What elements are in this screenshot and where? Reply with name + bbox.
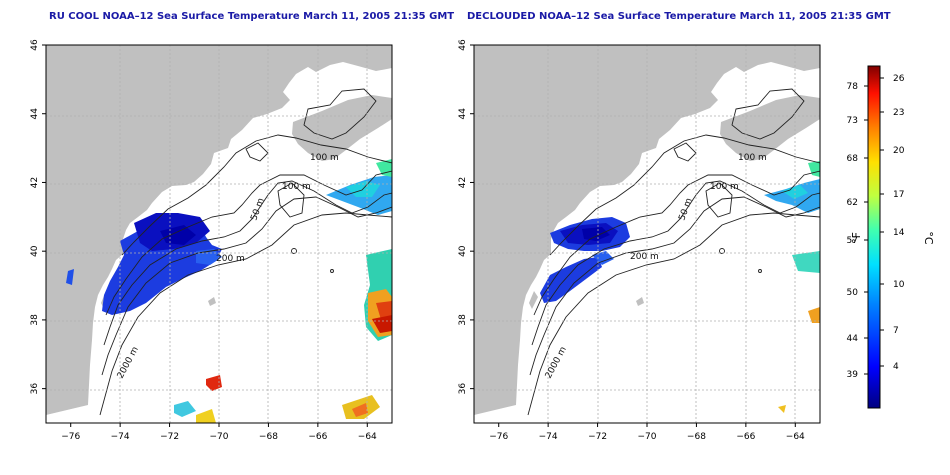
lon-tick-label: −70 bbox=[210, 432, 229, 442]
lon-tick-label: −76 bbox=[61, 432, 80, 442]
celsius-tick-label: 14 bbox=[893, 228, 905, 238]
left-panel-title: RU COOL NOAA–12 Sea Surface Temperature … bbox=[49, 11, 455, 22]
lat-tick-label: 44 bbox=[30, 108, 40, 120]
colorbar-ticks: 78 73 68 62 57 50 44 39 26 23 20 17 14 10 7 4 bbox=[847, 74, 905, 380]
left-axes: −76 −74 −72 −70 −68 −66 −64 36 38 40 42 44 46 bbox=[30, 39, 377, 442]
lat-tick-label: 40 bbox=[458, 245, 468, 257]
lat-tick-label: 40 bbox=[30, 245, 40, 257]
lon-tick-label: −68 bbox=[259, 432, 278, 442]
lon-tick-label: −66 bbox=[308, 432, 327, 442]
lon-tick-label: −74 bbox=[111, 432, 130, 442]
lat-tick-label: 36 bbox=[30, 383, 40, 395]
fahrenheit-tick-label: 57 bbox=[847, 236, 858, 246]
celsius-tick-label: 26 bbox=[893, 74, 905, 84]
left-map-panel: 100 m 100 m 50 m 200 m 2000 m bbox=[45, 44, 393, 424]
celsius-tick-label: 4 bbox=[893, 362, 899, 372]
fahrenheit-label: °F bbox=[850, 232, 863, 244]
grid-lines bbox=[474, 45, 820, 423]
lat-tick-label: 38 bbox=[30, 314, 40, 326]
celsius-tick-label: 7 bbox=[893, 326, 899, 336]
fahrenheit-tick-label: 44 bbox=[847, 334, 859, 344]
celsius-tick-label: 23 bbox=[893, 108, 904, 118]
celsius-label: °C bbox=[922, 231, 935, 245]
lat-tick-label: 46 bbox=[30, 39, 40, 51]
lon-tick-label: −64 bbox=[358, 432, 377, 442]
fahrenheit-tick-label: 50 bbox=[847, 288, 859, 298]
colorbar: °F °C 78 73 68 62 57 50 44 39 26 23 20 17 14 10 7 4 bbox=[847, 65, 935, 409]
right-map-panel: 100 m 100 m 50 m 200 m 2000 m bbox=[473, 44, 821, 424]
celsius-tick-label: 17 bbox=[893, 190, 904, 200]
lon-tick-label: −68 bbox=[687, 432, 706, 442]
lon-tick-label: −70 bbox=[638, 432, 657, 442]
lat-tick-label: 36 bbox=[458, 383, 468, 395]
fahrenheit-tick-label: 73 bbox=[847, 116, 858, 126]
contour-label: 200 m bbox=[216, 254, 245, 264]
contour-label: 100 m bbox=[282, 182, 311, 192]
colorbar-gradient bbox=[867, 65, 881, 409]
lat-tick-label: 42 bbox=[458, 177, 468, 188]
celsius-tick-label: 20 bbox=[893, 146, 905, 156]
lon-tick-label: −72 bbox=[588, 432, 607, 442]
lon-tick-label: −74 bbox=[539, 432, 558, 442]
lon-tick-label: −66 bbox=[736, 432, 755, 442]
sst-observations bbox=[66, 159, 392, 423]
contour-label: 200 m bbox=[630, 252, 659, 262]
contour-label: 100 m bbox=[738, 153, 767, 163]
celsius-tick-label: 10 bbox=[893, 280, 905, 290]
contour-label: 100 m bbox=[310, 153, 339, 163]
fahrenheit-tick-label: 39 bbox=[847, 370, 859, 380]
fahrenheit-tick-label: 68 bbox=[847, 154, 859, 164]
lat-tick-label: 42 bbox=[30, 177, 40, 188]
lon-tick-label: −76 bbox=[489, 432, 508, 442]
lat-tick-label: 44 bbox=[458, 108, 468, 120]
grid-lines bbox=[46, 45, 392, 423]
right-panel-title: DECLOUDED NOAA–12 Sea Surface Temperatur… bbox=[467, 11, 891, 22]
lat-tick-label: 38 bbox=[458, 314, 468, 326]
lat-tick-label: 46 bbox=[458, 39, 468, 51]
right-axes: −76 −74 −72 −70 −68 −66 −64 36 38 40 42 44 46 bbox=[458, 39, 805, 442]
fahrenheit-tick-label: 78 bbox=[847, 82, 859, 92]
lon-tick-label: −64 bbox=[786, 432, 805, 442]
fahrenheit-tick-label: 62 bbox=[847, 198, 858, 208]
contour-label: 100 m bbox=[710, 182, 739, 192]
lon-tick-label: −72 bbox=[160, 432, 179, 442]
